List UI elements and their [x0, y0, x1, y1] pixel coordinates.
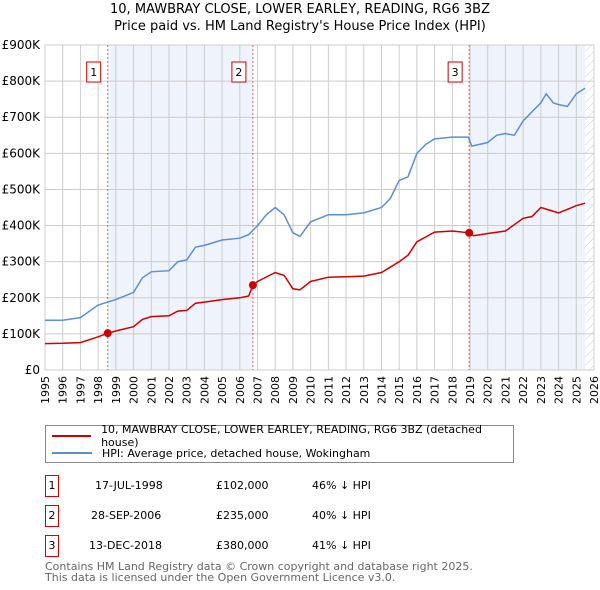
x-tick-label: 2008: [269, 376, 282, 404]
sale-label-box: [86, 61, 102, 83]
transaction-price: £235,000: [216, 509, 269, 522]
sale-point: [103, 329, 112, 338]
series-line: [45, 87, 586, 321]
sale-point: [248, 281, 257, 290]
sale-label: 1: [90, 66, 97, 79]
transaction-price: £380,000: [216, 539, 269, 552]
legend-item-property: 10, MAWBRAY CLOSE, LOWER EARLEY, READING…: [52, 423, 513, 449]
y-tick-label: £900K: [2, 38, 42, 52]
x-tick-label: 2019: [464, 376, 477, 404]
x-tick-label: 1996: [57, 376, 70, 404]
x-tick-label: 2012: [340, 376, 353, 404]
x-tick-label: 2006: [234, 376, 247, 404]
x-tick-label: 1997: [74, 376, 87, 404]
x-tick-label: 2002: [163, 376, 176, 404]
footer: Contains HM Land Registry data © Crown c…: [45, 561, 473, 583]
x-tick-label: 2010: [305, 376, 318, 404]
transaction-price: £102,000: [216, 479, 269, 492]
x-tick-label: 2025: [570, 376, 583, 404]
legend-swatch-red: [52, 435, 92, 437]
sale-label: 2: [235, 66, 242, 79]
legend-item-hpi: HPI: Average price, detached house, Woki…: [52, 445, 370, 461]
footer-copyright: Contains HM Land Registry data © Crown c…: [45, 560, 473, 573]
legend: 10, MAWBRAY CLOSE, LOWER EARLEY, READING…: [45, 423, 514, 463]
x-tick-label: 1995: [39, 376, 52, 404]
x-tick-label: 2020: [482, 376, 495, 404]
x-tick-label: 1999: [110, 376, 123, 404]
sale-point: [465, 228, 474, 237]
x-tick-label: 1998: [92, 376, 105, 404]
transaction-number: 2: [45, 505, 59, 527]
price-chart: 1995 1996 1997 1998 1999 2000 2001 2002 2003 2004…: [2, 38, 600, 404]
x-tick-label: 2005: [216, 376, 229, 404]
x-tick-label: 2024: [553, 376, 566, 404]
sale-label-box: [447, 61, 463, 83]
x-tick-label: 2022: [517, 376, 530, 404]
transaction-hpi: 46% ↓ HPI: [312, 479, 371, 492]
plot-border: [44, 44, 595, 371]
x-tick-label: 2016: [411, 376, 424, 404]
y-tick-label: £800K: [2, 74, 42, 88]
x-tick-label: 2009: [287, 376, 300, 404]
x-tick-label: 2021: [499, 376, 512, 404]
y-tick-label: £400K: [2, 219, 42, 233]
sale-label: 3: [452, 66, 459, 79]
transaction-number: 1: [45, 475, 59, 497]
y-tick-label: £700K: [2, 110, 42, 124]
x-tick-label: 2017: [429, 376, 442, 404]
y-tick-label: £200K: [2, 291, 42, 305]
y-tick-label: £300K: [2, 255, 42, 269]
transaction-date: 17-JUL-1998: [95, 479, 163, 492]
legend-swatch-blue: [52, 452, 92, 454]
x-tick-label: 2003: [181, 376, 194, 404]
footer-licence: This data is licensed under the Open Gov…: [45, 571, 396, 584]
sale-label-box: [231, 61, 247, 83]
forecast-hatch: [585, 45, 594, 370]
x-tick-label: 2011: [322, 376, 335, 404]
transaction-hpi: 40% ↓ HPI: [312, 509, 371, 522]
x-tick-label: 2013: [358, 376, 371, 404]
x-tick-label: 2023: [535, 376, 548, 404]
chart-subtitle: Price paid vs. HM Land Registry's House …: [114, 19, 486, 34]
y-tick-label: £600K: [2, 146, 42, 160]
transaction-date: 28-SEP-2006: [91, 509, 162, 522]
legend-label: 10, MAWBRAY CLOSE, LOWER EARLEY, READING…: [101, 423, 482, 449]
x-tick-label: 2026: [588, 376, 600, 404]
y-tick-label: £500K: [2, 182, 42, 196]
x-tick-label: 2018: [446, 376, 459, 404]
legend-label: HPI: Average price, detached house, Woki…: [102, 446, 371, 460]
x-tick-label: 2001: [145, 376, 158, 404]
y-tick-label: £0: [25, 363, 40, 377]
transaction-hpi: 41% ↓ HPI: [312, 539, 371, 552]
x-tick-label: 2000: [128, 376, 141, 404]
x-tick-label: 2004: [198, 376, 211, 404]
x-tick-label: 2014: [375, 376, 388, 404]
transaction-date: 13-DEC-2018: [89, 539, 163, 552]
x-tick-label: 2015: [393, 376, 406, 404]
shaded-period: [469, 45, 586, 370]
shaded-period: [107, 45, 253, 370]
x-tick-label: 2007: [252, 376, 265, 404]
chart-title: 10, MAWBRAY CLOSE, LOWER EARLEY, READING…: [110, 2, 490, 17]
transaction-number: 3: [45, 535, 59, 557]
y-tick-label: £100K: [2, 327, 42, 341]
series-line: [44, 202, 586, 345]
